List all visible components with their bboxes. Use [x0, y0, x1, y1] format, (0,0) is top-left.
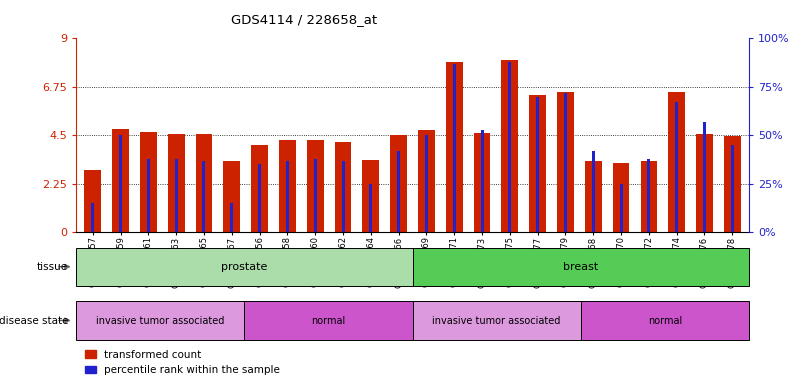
Bar: [668, 92, 685, 232]
Bar: [592, 151, 594, 232]
Bar: [335, 142, 352, 232]
Bar: [581, 301, 749, 340]
Bar: [529, 96, 546, 232]
Bar: [696, 134, 713, 232]
Bar: [140, 132, 157, 232]
Text: invasive tumor associated: invasive tumor associated: [433, 316, 561, 326]
Bar: [418, 130, 435, 232]
Bar: [112, 129, 129, 232]
Bar: [703, 122, 706, 232]
Bar: [258, 164, 261, 232]
Bar: [91, 203, 95, 232]
Bar: [564, 93, 567, 232]
Bar: [244, 301, 413, 340]
Bar: [175, 159, 178, 232]
Bar: [369, 184, 372, 232]
Bar: [195, 134, 212, 232]
Bar: [397, 151, 400, 232]
Bar: [619, 184, 622, 232]
Bar: [279, 140, 296, 232]
Bar: [675, 103, 678, 232]
Bar: [286, 161, 289, 232]
Bar: [613, 163, 630, 232]
Bar: [453, 64, 456, 232]
Bar: [585, 161, 602, 232]
Bar: [501, 60, 518, 232]
Bar: [307, 140, 324, 232]
Text: tissue: tissue: [37, 262, 68, 272]
Bar: [363, 160, 379, 232]
Bar: [446, 62, 462, 232]
Bar: [473, 133, 490, 232]
Bar: [413, 301, 581, 340]
Bar: [390, 136, 407, 232]
Bar: [168, 134, 184, 232]
Text: breast: breast: [563, 262, 598, 272]
Bar: [76, 301, 244, 340]
Legend: transformed count, percentile rank within the sample: transformed count, percentile rank withi…: [86, 350, 280, 375]
Text: prostate: prostate: [221, 262, 268, 272]
Bar: [724, 136, 741, 232]
Bar: [413, 248, 749, 286]
Bar: [536, 97, 539, 232]
Bar: [341, 161, 344, 232]
Bar: [252, 145, 268, 232]
Text: disease state: disease state: [0, 316, 68, 326]
Bar: [231, 203, 233, 232]
Bar: [731, 145, 734, 232]
Bar: [557, 92, 574, 232]
Bar: [425, 136, 428, 232]
Text: invasive tumor associated: invasive tumor associated: [96, 316, 224, 326]
Bar: [147, 159, 150, 232]
Bar: [84, 170, 101, 232]
Bar: [509, 62, 511, 232]
Text: GDS4114 / 228658_at: GDS4114 / 228658_at: [231, 13, 377, 26]
Bar: [119, 136, 122, 232]
Bar: [76, 248, 413, 286]
Bar: [641, 161, 657, 232]
Text: normal: normal: [312, 316, 345, 326]
Bar: [314, 159, 316, 232]
Bar: [647, 159, 650, 232]
Bar: [203, 161, 206, 232]
Text: normal: normal: [648, 316, 682, 326]
Bar: [481, 129, 484, 232]
Bar: [223, 161, 240, 232]
